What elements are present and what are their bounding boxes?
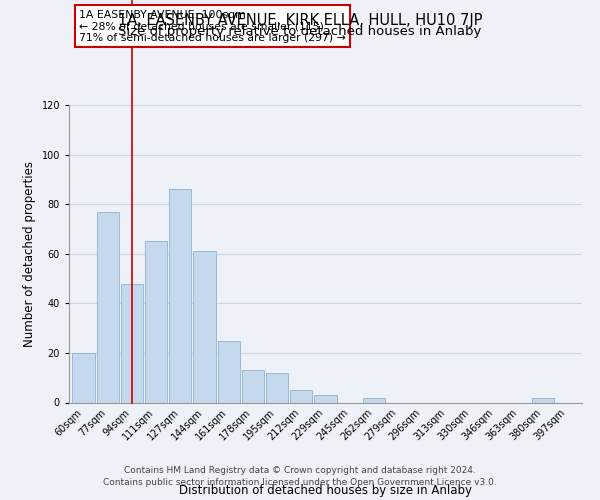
Text: Contains public sector information licensed under the Open Government Licence v3: Contains public sector information licen… <box>103 478 497 487</box>
Text: 1A EASENBY AVENUE: 100sqm
← 28% of detached houses are smaller (115)
71% of semi: 1A EASENBY AVENUE: 100sqm ← 28% of detac… <box>79 10 346 43</box>
Text: Size of property relative to detached houses in Anlaby: Size of property relative to detached ho… <box>118 24 482 38</box>
Bar <box>218 340 240 402</box>
Bar <box>169 190 191 402</box>
Bar <box>121 284 143 403</box>
Bar <box>193 252 215 402</box>
Text: Contains HM Land Registry data © Crown copyright and database right 2024.: Contains HM Land Registry data © Crown c… <box>124 466 476 475</box>
Bar <box>242 370 264 402</box>
Bar <box>97 212 119 402</box>
Text: 1A, EASENBY AVENUE, KIRK ELLA, HULL, HU10 7JP: 1A, EASENBY AVENUE, KIRK ELLA, HULL, HU1… <box>118 12 482 28</box>
Bar <box>266 373 288 402</box>
Bar <box>73 353 95 403</box>
Bar <box>532 398 554 402</box>
X-axis label: Distribution of detached houses by size in Anlaby: Distribution of detached houses by size … <box>179 484 472 497</box>
Bar <box>363 398 385 402</box>
Bar <box>290 390 313 402</box>
Y-axis label: Number of detached properties: Number of detached properties <box>23 161 36 347</box>
Bar <box>314 395 337 402</box>
Bar <box>145 242 167 402</box>
